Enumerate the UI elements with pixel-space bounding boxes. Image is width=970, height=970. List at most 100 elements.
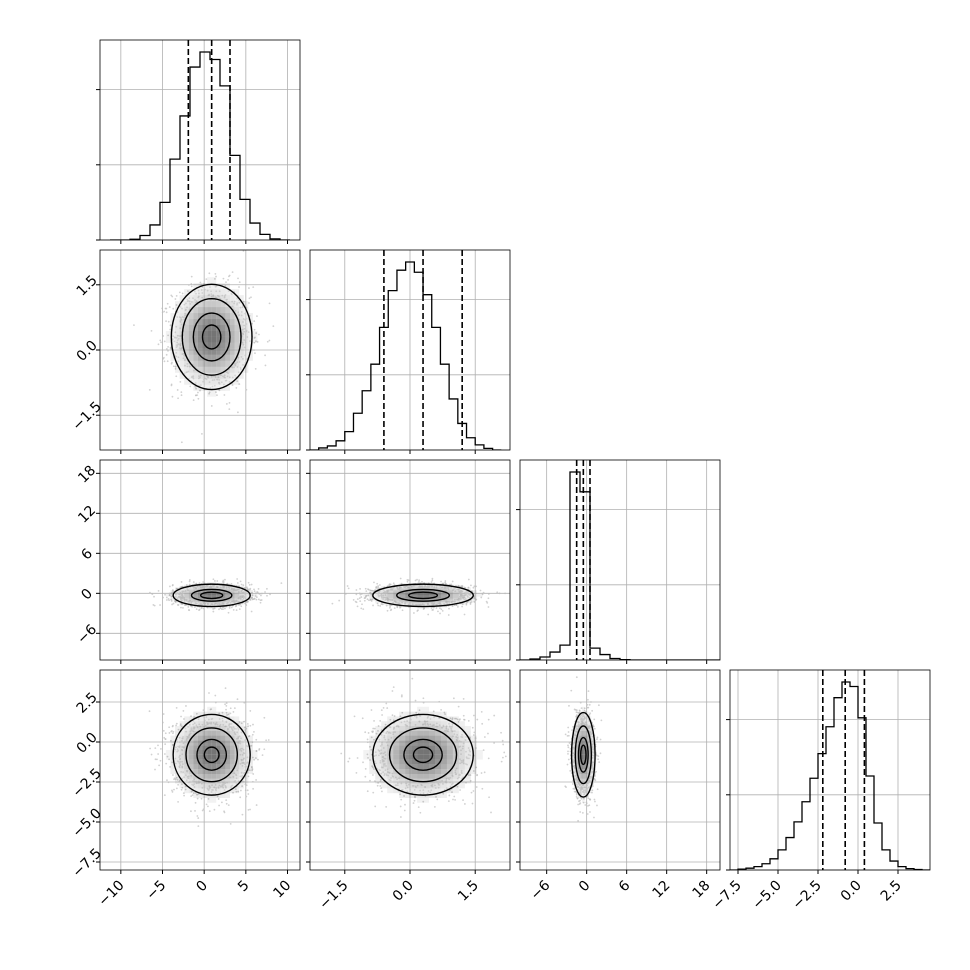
sample-point — [253, 328, 256, 331]
density-cell — [440, 711, 447, 717]
density-cell — [220, 336, 226, 343]
sample-point — [580, 722, 583, 725]
sample-point — [394, 602, 397, 605]
density-cell — [393, 596, 400, 598]
sample-point — [183, 794, 185, 797]
density-cell — [248, 592, 253, 594]
sample-point — [222, 781, 224, 784]
density-cell — [175, 591, 180, 593]
density-cell — [179, 754, 185, 760]
sample-point — [591, 771, 594, 774]
density-cell — [578, 716, 580, 722]
density-cell — [399, 586, 406, 588]
sample-point — [213, 786, 216, 789]
density-cell — [574, 745, 576, 750]
density-cell — [188, 592, 194, 594]
density-cell — [369, 764, 376, 770]
sample-point — [391, 714, 394, 717]
density-cell — [417, 594, 424, 596]
density-cell — [225, 745, 230, 750]
density-cell — [207, 735, 212, 741]
sample-point — [240, 758, 243, 761]
density-cell — [435, 750, 441, 755]
sample-point — [379, 780, 382, 783]
sample-point — [208, 722, 211, 724]
sample-point — [269, 593, 271, 596]
density-cell — [417, 607, 424, 609]
sample-point — [210, 603, 213, 606]
sample-point — [240, 722, 243, 725]
sample-point — [177, 728, 180, 731]
density-cell — [464, 591, 471, 593]
density-cell — [578, 778, 580, 784]
sample-point — [251, 591, 253, 594]
sample-point — [577, 785, 580, 788]
density-cell — [375, 759, 382, 765]
sample-point — [592, 751, 595, 754]
density-cell — [393, 590, 400, 592]
sample-point — [380, 595, 383, 598]
sample-point — [193, 726, 196, 729]
density-cell — [202, 769, 208, 774]
density-cell — [423, 774, 430, 779]
sample-point — [212, 294, 215, 297]
sample-point — [462, 745, 464, 748]
sample-point — [372, 604, 374, 607]
density-cell — [588, 726, 590, 731]
sample-point — [364, 587, 367, 590]
density-cell — [574, 774, 576, 779]
sample-point — [242, 752, 245, 754]
sample-point — [198, 723, 201, 726]
density-cell — [216, 295, 221, 302]
sample-point — [239, 580, 242, 583]
sample-point — [212, 578, 215, 581]
sample-point — [400, 582, 403, 585]
sample-point — [168, 599, 171, 602]
sample-point — [247, 775, 250, 778]
density-cell — [220, 372, 226, 379]
sample-point — [238, 600, 241, 603]
density-cell — [393, 745, 400, 750]
density-cell — [579, 735, 581, 741]
sample-point — [385, 805, 388, 808]
density-cell — [220, 769, 226, 774]
sample-point — [231, 600, 234, 603]
density-cell — [175, 330, 180, 337]
sample-point — [171, 295, 174, 298]
density-cell — [417, 582, 424, 584]
density-cell — [588, 778, 590, 784]
density-cell — [197, 754, 203, 760]
sample-point — [445, 778, 448, 780]
density-cell — [193, 740, 198, 746]
density-cell — [234, 307, 240, 314]
density-cell — [211, 277, 217, 284]
sample-point — [218, 602, 220, 605]
sample-point — [396, 778, 398, 781]
density-cell — [211, 590, 217, 592]
sample-point — [180, 770, 183, 773]
density-cell — [440, 587, 447, 589]
sample-point — [192, 792, 195, 795]
sample-point — [227, 713, 230, 716]
sample-point — [167, 320, 170, 323]
density-cell — [211, 584, 217, 586]
density-cell — [184, 602, 189, 604]
sample-point — [225, 799, 228, 801]
contour-fill — [372, 584, 474, 607]
sample-point — [252, 787, 255, 790]
sample-point — [169, 765, 171, 768]
sample-point — [464, 586, 466, 589]
density-cell — [197, 289, 203, 296]
sample-point — [192, 369, 195, 372]
sample-point — [228, 408, 231, 411]
sample-point — [200, 289, 203, 291]
density-cell — [417, 788, 424, 794]
sample-point — [225, 403, 228, 405]
sample-point — [573, 733, 576, 736]
sample-point — [234, 309, 237, 312]
sample-point — [387, 774, 390, 777]
density-cell — [586, 716, 588, 722]
sample-point — [587, 779, 590, 782]
density-cell — [464, 602, 471, 604]
sample-point — [374, 762, 377, 765]
